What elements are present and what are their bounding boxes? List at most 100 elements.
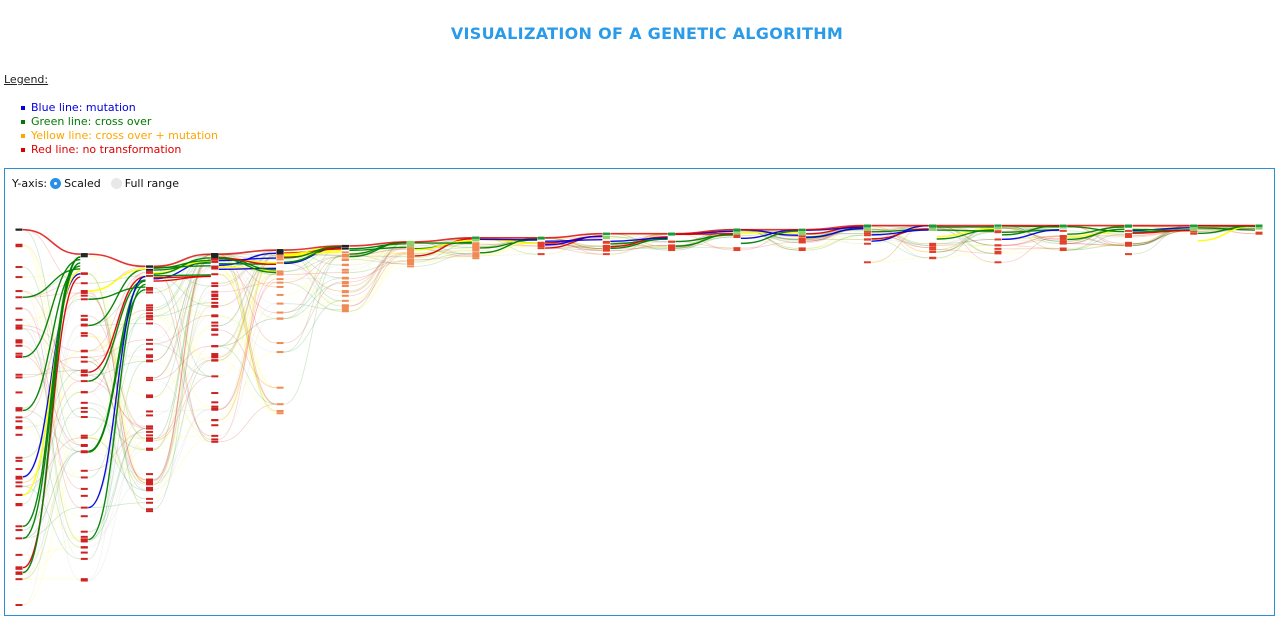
individual-mark	[15, 537, 23, 540]
individual-mark	[863, 261, 871, 264]
individual-mark	[146, 497, 154, 500]
individual-mark	[211, 321, 219, 324]
individual-mark	[146, 501, 154, 504]
individual-mark	[668, 240, 676, 243]
individual-mark	[537, 236, 545, 239]
link	[936, 226, 994, 253]
individual-mark	[472, 238, 480, 241]
link	[414, 253, 472, 267]
individual-mark	[211, 375, 219, 378]
best-path-link	[88, 253, 146, 268]
link	[349, 247, 407, 287]
individual-mark	[798, 231, 806, 234]
link	[218, 278, 277, 421]
link	[22, 292, 81, 393]
link	[153, 345, 211, 381]
link	[1067, 244, 1125, 251]
link	[22, 546, 81, 556]
individual-mark	[1059, 236, 1067, 239]
individual-mark	[15, 433, 23, 436]
link	[22, 485, 81, 560]
link	[349, 255, 407, 302]
individual-mark	[341, 258, 349, 261]
legend-item-crossover-mutation: Yellow line: cross over + mutation	[21, 129, 218, 143]
link	[414, 252, 472, 261]
individual-mark	[211, 293, 219, 296]
individual-mark	[994, 244, 1002, 247]
link	[284, 259, 342, 296]
individual-mark	[472, 255, 480, 258]
best-path-link	[545, 232, 603, 239]
individual-mark	[211, 282, 219, 285]
individual-mark	[15, 503, 23, 506]
individual-mark	[15, 416, 23, 419]
individual-mark	[276, 386, 284, 389]
individual-mark	[1124, 244, 1132, 247]
link	[153, 314, 211, 450]
legend-list: Blue line: mutation Green line: cross ov…	[21, 101, 218, 157]
individual-mark	[733, 232, 741, 235]
individual-mark	[146, 488, 154, 491]
link	[349, 258, 407, 265]
link	[284, 249, 342, 266]
link	[479, 253, 538, 257]
link	[284, 271, 342, 312]
individual-mark	[15, 296, 23, 299]
link	[218, 273, 277, 357]
link	[675, 236, 733, 249]
link	[88, 428, 146, 540]
full-range-radio[interactable]	[110, 178, 122, 189]
legend-bullet-mutation	[21, 106, 25, 110]
link	[806, 234, 864, 249]
individual-mark	[994, 252, 1002, 255]
link	[153, 254, 211, 379]
link	[349, 241, 407, 307]
individual-mark	[146, 288, 154, 291]
link	[153, 275, 211, 307]
link	[153, 269, 211, 304]
legend-item-no-transformation: Red line: no transformation	[21, 143, 218, 157]
link	[936, 243, 994, 246]
link	[153, 285, 211, 510]
link	[153, 298, 211, 481]
individual-mark	[341, 255, 349, 258]
link	[153, 258, 211, 398]
individual-mark	[733, 228, 741, 231]
individual-mark	[1255, 224, 1263, 227]
link	[218, 268, 277, 412]
individual-mark	[798, 235, 806, 238]
individual-mark	[276, 293, 284, 296]
highlight-links-layer	[22, 224, 1256, 574]
scaled-radio[interactable]	[50, 178, 62, 189]
individual-mark	[211, 255, 219, 258]
individual-mark	[15, 468, 23, 471]
scaled-radio-label[interactable]: Scaled	[64, 177, 101, 190]
individual-mark	[80, 255, 88, 258]
link	[936, 248, 994, 259]
individual-mark	[668, 249, 676, 252]
individual-mark	[1255, 232, 1263, 235]
link	[88, 266, 146, 581]
individual-mark	[1059, 242, 1067, 245]
individual-mark	[1190, 232, 1198, 235]
link	[153, 435, 211, 439]
individual-mark	[80, 557, 88, 560]
link	[284, 256, 342, 313]
link	[22, 244, 81, 393]
link	[871, 226, 929, 253]
individual-mark	[211, 345, 219, 348]
best-path-link	[22, 228, 81, 255]
link	[1132, 225, 1190, 245]
link	[153, 258, 211, 450]
individual-mark	[146, 306, 154, 309]
full-range-radio-label[interactable]: Full range	[124, 177, 180, 190]
link	[88, 356, 146, 451]
individual-mark	[929, 257, 937, 260]
individual-mark	[341, 310, 349, 313]
link	[806, 233, 864, 245]
individual-mark	[863, 230, 871, 233]
link	[936, 239, 994, 245]
individual-mark	[276, 254, 284, 257]
individual-mark	[1059, 229, 1067, 232]
link	[88, 440, 146, 581]
